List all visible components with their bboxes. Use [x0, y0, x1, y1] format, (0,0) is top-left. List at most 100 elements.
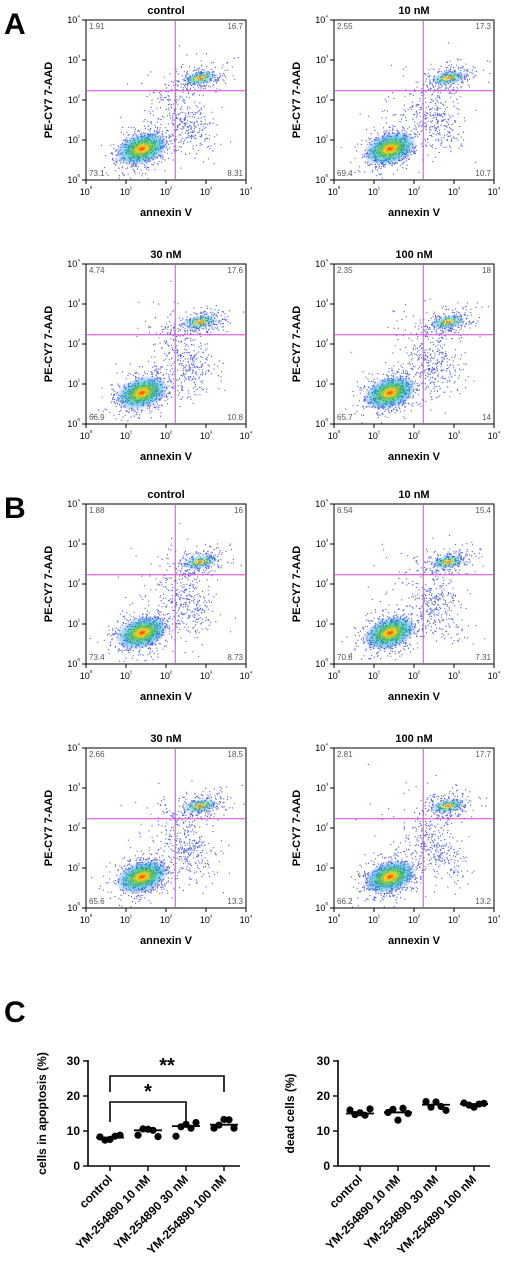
- y-axis-label: PE-CY7 7-AAD: [43, 62, 55, 138]
- y-tick-label: 10⁰: [67, 417, 80, 429]
- y-tick-label: 10³: [68, 54, 81, 65]
- data-point: [442, 1106, 450, 1114]
- x-tick-label: 10²: [160, 430, 173, 441]
- y-tick-label: 10³: [68, 298, 81, 309]
- y-tick-label: 10⁰: [315, 173, 328, 185]
- flow-plot-6: 10⁰ 10¹ 10² 10³ 10⁴ 10⁰ 10¹ 10² 10³ 10⁴ 6.54 15.4 70…: [291, 489, 501, 703]
- event-cloud: [89, 522, 242, 662]
- y-tick-label: 10²: [68, 578, 81, 589]
- x-tick-label: 10⁰: [80, 913, 93, 925]
- density-hotspot-dead: [430, 70, 466, 86]
- y-tick-label: 0: [323, 1159, 330, 1173]
- data-point: [215, 1121, 223, 1129]
- x-tick-label: 10¹: [120, 670, 133, 681]
- data-point: [404, 1109, 412, 1118]
- y-tick-label: 10: [67, 1124, 81, 1138]
- y-tick-label: 10³: [68, 538, 81, 549]
- quadrant-value-ul: 2.35: [337, 266, 353, 275]
- x-tick-label: 10¹: [120, 914, 133, 925]
- y-tick-label: 10¹: [316, 862, 329, 873]
- y-axis-label: PE-CY7 7-AAD: [43, 790, 55, 866]
- event-dots: [91, 780, 245, 908]
- event-cloud: [341, 535, 486, 661]
- y-tick-label: 30: [67, 1054, 81, 1068]
- density-hotspot-dead: [430, 798, 466, 814]
- x-tick-label: 10⁴: [488, 670, 501, 681]
- y-tick-label: 0: [73, 1159, 80, 1173]
- quadrant-value-lr: 14: [482, 413, 491, 422]
- quadrant-value-ur: 16: [234, 506, 243, 515]
- x-tick-label: 10²: [160, 914, 173, 925]
- density-hotspot-live: [114, 375, 170, 411]
- quadrant-value-ur: 18: [482, 266, 491, 275]
- quadrant-value-lr: 10.7: [475, 169, 491, 178]
- quadrant-value-ur: 16.7: [227, 22, 243, 31]
- x-tick-label: 10⁴: [488, 430, 501, 441]
- quadrant-value-ur: 17.6: [227, 266, 243, 275]
- y-axis-label: PE-CY7 7-AAD: [291, 62, 303, 138]
- y-tick-label: 10¹: [68, 618, 81, 629]
- quadrant-value-ll: 65.6: [89, 897, 105, 906]
- y-tick-label: 20: [67, 1089, 81, 1103]
- x-axis-label: annexin V: [140, 935, 193, 947]
- data-point: [394, 1116, 402, 1124]
- x-tick-label: 10⁴: [488, 186, 501, 197]
- quadrant-value-ll: 66.2: [337, 897, 353, 906]
- y-tick-label: 10⁴: [315, 258, 328, 269]
- x-tick-label: 10⁰: [328, 429, 341, 441]
- y-tick-label: 10⁴: [67, 258, 80, 269]
- density-hotspot-live: [362, 131, 418, 167]
- density-hotspot-dead: [182, 70, 218, 86]
- y-axis-label: PE-CY7 7-AAD: [291, 790, 303, 866]
- significance-bracket: [109, 1075, 225, 1092]
- significance-stars: *: [144, 1081, 152, 1103]
- quadrant-value-ll: 69.4: [337, 169, 353, 178]
- quadrant-value-ll: 73.1: [89, 169, 105, 178]
- x-tick-label: 10¹: [368, 914, 381, 925]
- x-axis-label: annexin V: [388, 207, 441, 219]
- x-tick-label: 10⁴: [240, 186, 253, 197]
- x-axis-label: annexin V: [388, 935, 441, 947]
- data-point: [361, 1111, 369, 1119]
- significance-stars: **: [159, 1055, 175, 1077]
- data-point: [366, 1105, 374, 1113]
- flow-plot-4: 10⁰ 10¹ 10² 10³ 10⁴ 10⁰ 10¹ 10² 10³ 10⁴ 2.35 18 65.7…: [291, 249, 501, 463]
- x-tick-label: 10²: [160, 670, 173, 681]
- x-tick-label: 10³: [448, 430, 461, 441]
- y-tick-label: 10¹: [68, 134, 81, 145]
- y-tick-label: 10¹: [68, 378, 81, 389]
- quadrant-value-lr: 10.8: [227, 413, 243, 422]
- event-cloud: [91, 780, 245, 908]
- x-tick-label: 10²: [408, 670, 421, 681]
- panel-label-a: A: [4, 8, 26, 41]
- event-cloud: [345, 298, 489, 424]
- y-tick-label: 10⁰: [315, 417, 328, 429]
- flow-plot-5: 10⁰ 10¹ 10² 10³ 10⁴ 10⁰ 10¹ 10² 10³ 10⁴ 1.88 16 73.4…: [43, 489, 253, 703]
- density-hotspot-live: [114, 131, 170, 167]
- density-hotspot-dead: [182, 314, 218, 330]
- quadrant-value-ul: 1.88: [89, 506, 105, 515]
- y-tick-label: 10¹: [68, 862, 81, 873]
- density-hotspot-dead: [182, 554, 218, 570]
- y-tick-label: 10¹: [316, 134, 329, 145]
- x-tick-label: 10³: [200, 670, 213, 681]
- x-tick-label: 10³: [448, 914, 461, 925]
- plot-frame: [333, 747, 495, 909]
- quadrant-value-lr: 13.2: [475, 897, 491, 906]
- x-tick-label: 10¹: [368, 430, 381, 441]
- event-cloud: [350, 763, 488, 908]
- x-tick-label: 10³: [448, 186, 461, 197]
- plot-title: 100 nM: [395, 249, 432, 261]
- quadrant-value-ul: 2.66: [89, 750, 105, 759]
- flow-plot-1: 10⁰ 10¹ 10² 10³ 10⁴ 10⁰ 10¹ 10² 10³ 10⁴ 1.91 16.7 73…: [43, 5, 253, 219]
- x-tick-label: 10⁰: [80, 429, 93, 441]
- density-hotspot-dead: [430, 314, 466, 330]
- data-point: [427, 1103, 435, 1111]
- x-tick-label: 10⁰: [80, 669, 93, 681]
- x-tick-label: 10⁴: [240, 670, 253, 681]
- x-tick-label: 10¹: [120, 186, 133, 197]
- plot-frame: [85, 19, 247, 181]
- event-dots: [89, 522, 242, 662]
